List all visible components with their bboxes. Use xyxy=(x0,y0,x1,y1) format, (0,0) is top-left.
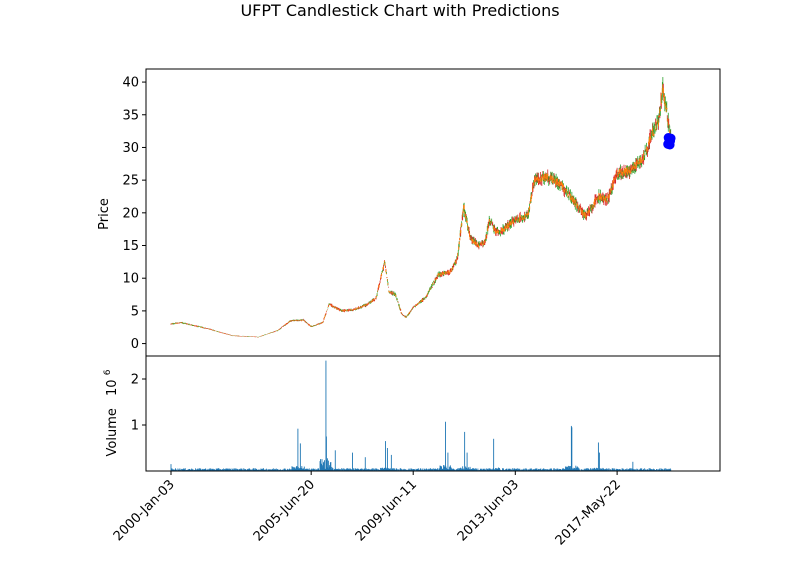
volume-y-ticks: 12 xyxy=(131,373,146,434)
price-y-tick-label: 35 xyxy=(122,108,139,123)
volume-y-tick-label: 1 xyxy=(131,419,139,434)
volume-axes-frame xyxy=(145,355,721,472)
volume-axis-unit-exponent: 6 xyxy=(103,369,113,375)
price-y-tick-label: 30 xyxy=(122,141,139,156)
price-y-ticks: 0 5 10 15 20 25 30 35 40 xyxy=(122,76,146,352)
price-panel: 0 5 10 15 20 25 30 35 40 Price xyxy=(97,68,721,357)
price-y-tick-label: 40 xyxy=(122,76,139,91)
prediction-markers xyxy=(663,132,676,150)
volume-axis-label-text: Volume xyxy=(105,408,120,456)
price-y-tick-label: 5 xyxy=(131,304,139,319)
chart-title: UFPT Candlestick Chart with Predictions xyxy=(240,1,559,20)
volume-y-tick-label: 2 xyxy=(131,373,139,388)
price-axis-label: Price xyxy=(97,198,112,230)
volume-axis-unit: 10 xyxy=(105,379,120,396)
price-y-tick-label: 0 xyxy=(131,337,139,352)
prediction-point xyxy=(666,133,676,143)
price-y-tick-label: 25 xyxy=(122,174,139,189)
price-y-tick-label: 20 xyxy=(122,206,139,221)
volume-axis-label: Volume 10 6 xyxy=(103,369,120,456)
price-y-tick-label: 10 xyxy=(122,272,139,287)
price-candles xyxy=(170,77,672,338)
price-y-tick-label: 15 xyxy=(122,239,139,254)
